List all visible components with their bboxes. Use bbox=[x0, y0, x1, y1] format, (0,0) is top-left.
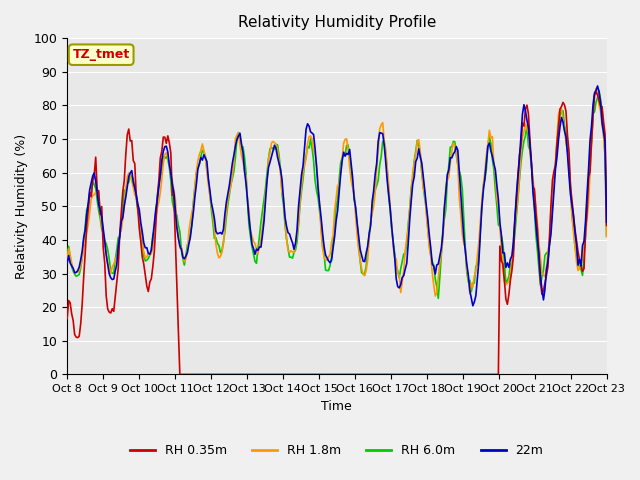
Legend: RH 0.35m, RH 1.8m, RH 6.0m, 22m: RH 0.35m, RH 1.8m, RH 6.0m, 22m bbox=[125, 439, 548, 462]
Y-axis label: Relativity Humidity (%): Relativity Humidity (%) bbox=[15, 134, 28, 279]
Text: TZ_tmet: TZ_tmet bbox=[72, 48, 130, 61]
Title: Relativity Humidity Profile: Relativity Humidity Profile bbox=[237, 15, 436, 30]
X-axis label: Time: Time bbox=[321, 400, 352, 413]
